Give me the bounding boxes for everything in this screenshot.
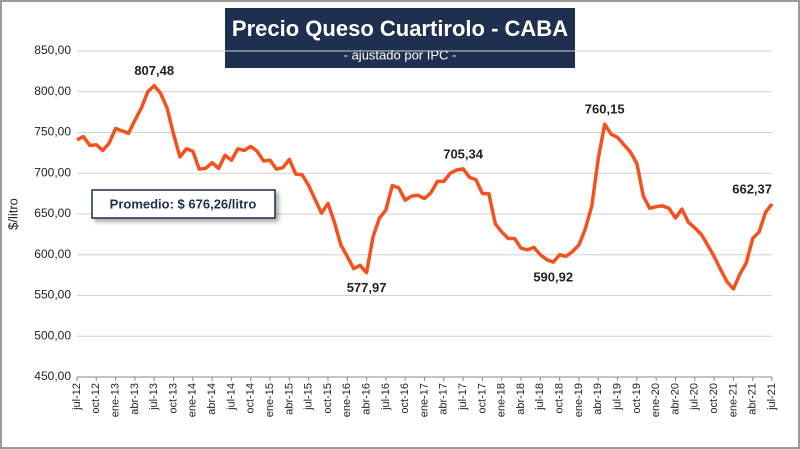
x-tick-label: oct-15 bbox=[322, 383, 334, 414]
y-tick-label: 650,00 bbox=[34, 206, 71, 220]
x-tick-label: jul-19 bbox=[611, 383, 623, 411]
data-label: 577,97 bbox=[347, 280, 387, 295]
x-tick-label: ene-15 bbox=[264, 383, 276, 417]
x-tick-label: oct-20 bbox=[708, 383, 720, 414]
x-tick-label: jul-12 bbox=[71, 383, 83, 411]
x-tick-label: oct-13 bbox=[167, 383, 179, 414]
x-tick-label: jul-14 bbox=[225, 383, 237, 411]
x-tick-label: ene-20 bbox=[650, 383, 662, 417]
x-tick-label: ene-13 bbox=[110, 383, 122, 417]
x-tick-label: abr-16 bbox=[360, 383, 372, 415]
y-tick-label: 700,00 bbox=[34, 165, 71, 179]
x-tick-label: abr-15 bbox=[283, 383, 295, 415]
y-tick-label: 800,00 bbox=[34, 84, 71, 98]
x-tick-label: ene-21 bbox=[727, 383, 739, 417]
chart-subtitle: - ajustado por IPC - bbox=[344, 47, 457, 62]
x-tick-label: jul-21 bbox=[766, 383, 778, 411]
x-tick-label: abr-21 bbox=[747, 383, 759, 415]
x-tick-label: oct-19 bbox=[631, 383, 643, 414]
chart-title: Precio Queso Cuartirolo - CABA bbox=[232, 16, 568, 41]
x-tick-label: abr-13 bbox=[129, 383, 141, 415]
data-label: 807,48 bbox=[134, 63, 174, 78]
data-label: 590,92 bbox=[533, 270, 573, 285]
y-axis-label: $/litro bbox=[5, 198, 20, 230]
title-box bbox=[225, 8, 575, 68]
line bbox=[76, 83, 774, 291]
x-tick-label: abr-19 bbox=[592, 383, 604, 415]
y-tick-label: 850,00 bbox=[34, 43, 71, 57]
y-tick-label: 600,00 bbox=[34, 247, 71, 261]
x-tick-label: jul-15 bbox=[303, 383, 315, 411]
y-tick-label: 550,00 bbox=[34, 288, 71, 302]
x-tick-label: ene-16 bbox=[341, 383, 353, 417]
y-tick-label: 750,00 bbox=[34, 125, 71, 139]
data-label: 705,34 bbox=[443, 146, 484, 161]
data-label: 662,37 bbox=[732, 181, 772, 196]
y-tick-label: 450,00 bbox=[34, 369, 71, 383]
x-tick-label: jul-13 bbox=[148, 383, 160, 411]
x-tick-label: oct-18 bbox=[554, 383, 566, 414]
x-tick-label: jul-20 bbox=[689, 383, 701, 411]
x-tick-label: abr-14 bbox=[206, 383, 218, 415]
x-tick-label: oct-17 bbox=[476, 383, 488, 414]
x-tick-label: abr-18 bbox=[515, 383, 527, 415]
x-tick-label: jul-16 bbox=[380, 383, 392, 411]
data-label: 760,15 bbox=[585, 102, 625, 117]
average-box bbox=[91, 189, 276, 219]
x-tick-label: ene-17 bbox=[418, 383, 430, 417]
y-tick-label: 500,00 bbox=[34, 328, 71, 342]
average-label: Promedio: $ 676,26/litro bbox=[110, 196, 257, 211]
x-tick-label: oct-12 bbox=[90, 383, 102, 414]
x-tick-label: ene-14 bbox=[187, 383, 199, 417]
x-tick-label: abr-20 bbox=[669, 383, 681, 415]
x-tick-label: abr-17 bbox=[438, 383, 450, 415]
x-tick-label: ene-19 bbox=[573, 383, 585, 417]
x-tick-label: ene-18 bbox=[496, 383, 508, 417]
x-tick-label: jul-18 bbox=[534, 383, 546, 411]
x-tick-label: jul-17 bbox=[457, 383, 469, 411]
x-tick-label: oct-16 bbox=[399, 383, 411, 414]
x-tick-label: oct-14 bbox=[245, 383, 257, 414]
